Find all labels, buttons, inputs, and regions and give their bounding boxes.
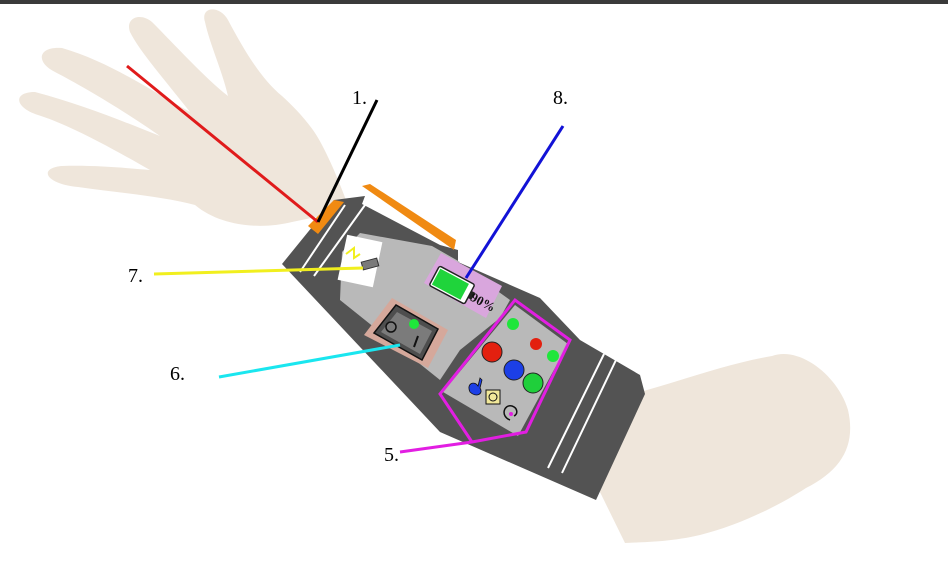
- led-green-2: [547, 350, 559, 362]
- leader-8: [464, 125, 565, 279]
- speaker-icon: [485, 389, 501, 405]
- control-panel: [443, 305, 568, 436]
- switch-panel: [364, 298, 448, 368]
- clasp-tab: [308, 200, 344, 234]
- band-stripe: [561, 359, 617, 474]
- leader-lines: [126, 64, 572, 454]
- speaker-cone: [488, 392, 498, 402]
- number-labels: 1. 8. 7. 6. 5.: [128, 87, 568, 466]
- band-body: [282, 196, 645, 500]
- green-button: [522, 372, 544, 394]
- battery-fill: [431, 268, 469, 300]
- power-on-icon: [413, 335, 419, 348]
- battery-panel: 90%: [424, 253, 502, 318]
- usb-port: [360, 257, 380, 271]
- band-stripe: [313, 204, 366, 277]
- label-7: 7.: [128, 265, 143, 287]
- leader-6: [218, 343, 401, 379]
- band-stripe: [547, 353, 605, 469]
- charging-port: [337, 234, 383, 288]
- ear-icon: [503, 405, 518, 421]
- leader-5: [399, 297, 572, 454]
- leader-1: [316, 99, 379, 223]
- status-led: [409, 319, 419, 329]
- label-8: 8.: [553, 87, 568, 109]
- label-1: 1.: [352, 87, 367, 109]
- guitar-icon: [468, 377, 483, 396]
- band-stripe: [299, 204, 346, 273]
- label-5: 5.: [384, 444, 399, 466]
- power-off-icon: [385, 321, 397, 333]
- wristband: 90%: [282, 184, 645, 500]
- leader-red: [126, 64, 319, 224]
- led-green: [507, 318, 519, 330]
- top-border: [0, 0, 948, 4]
- led-red: [530, 338, 542, 350]
- arm-and-hand: [19, 9, 851, 543]
- label-6: 6.: [170, 363, 185, 385]
- clasp: [362, 184, 456, 250]
- ear-icon-dot: [509, 412, 513, 416]
- lightning-icon: [345, 246, 361, 260]
- battery-terminal: [467, 290, 476, 300]
- forearm-shape: [598, 354, 851, 543]
- main-panel: [340, 233, 510, 380]
- red-button: [481, 341, 503, 363]
- hand-shape: [19, 9, 350, 226]
- blue-button: [503, 359, 525, 381]
- leader-7: [153, 266, 364, 276]
